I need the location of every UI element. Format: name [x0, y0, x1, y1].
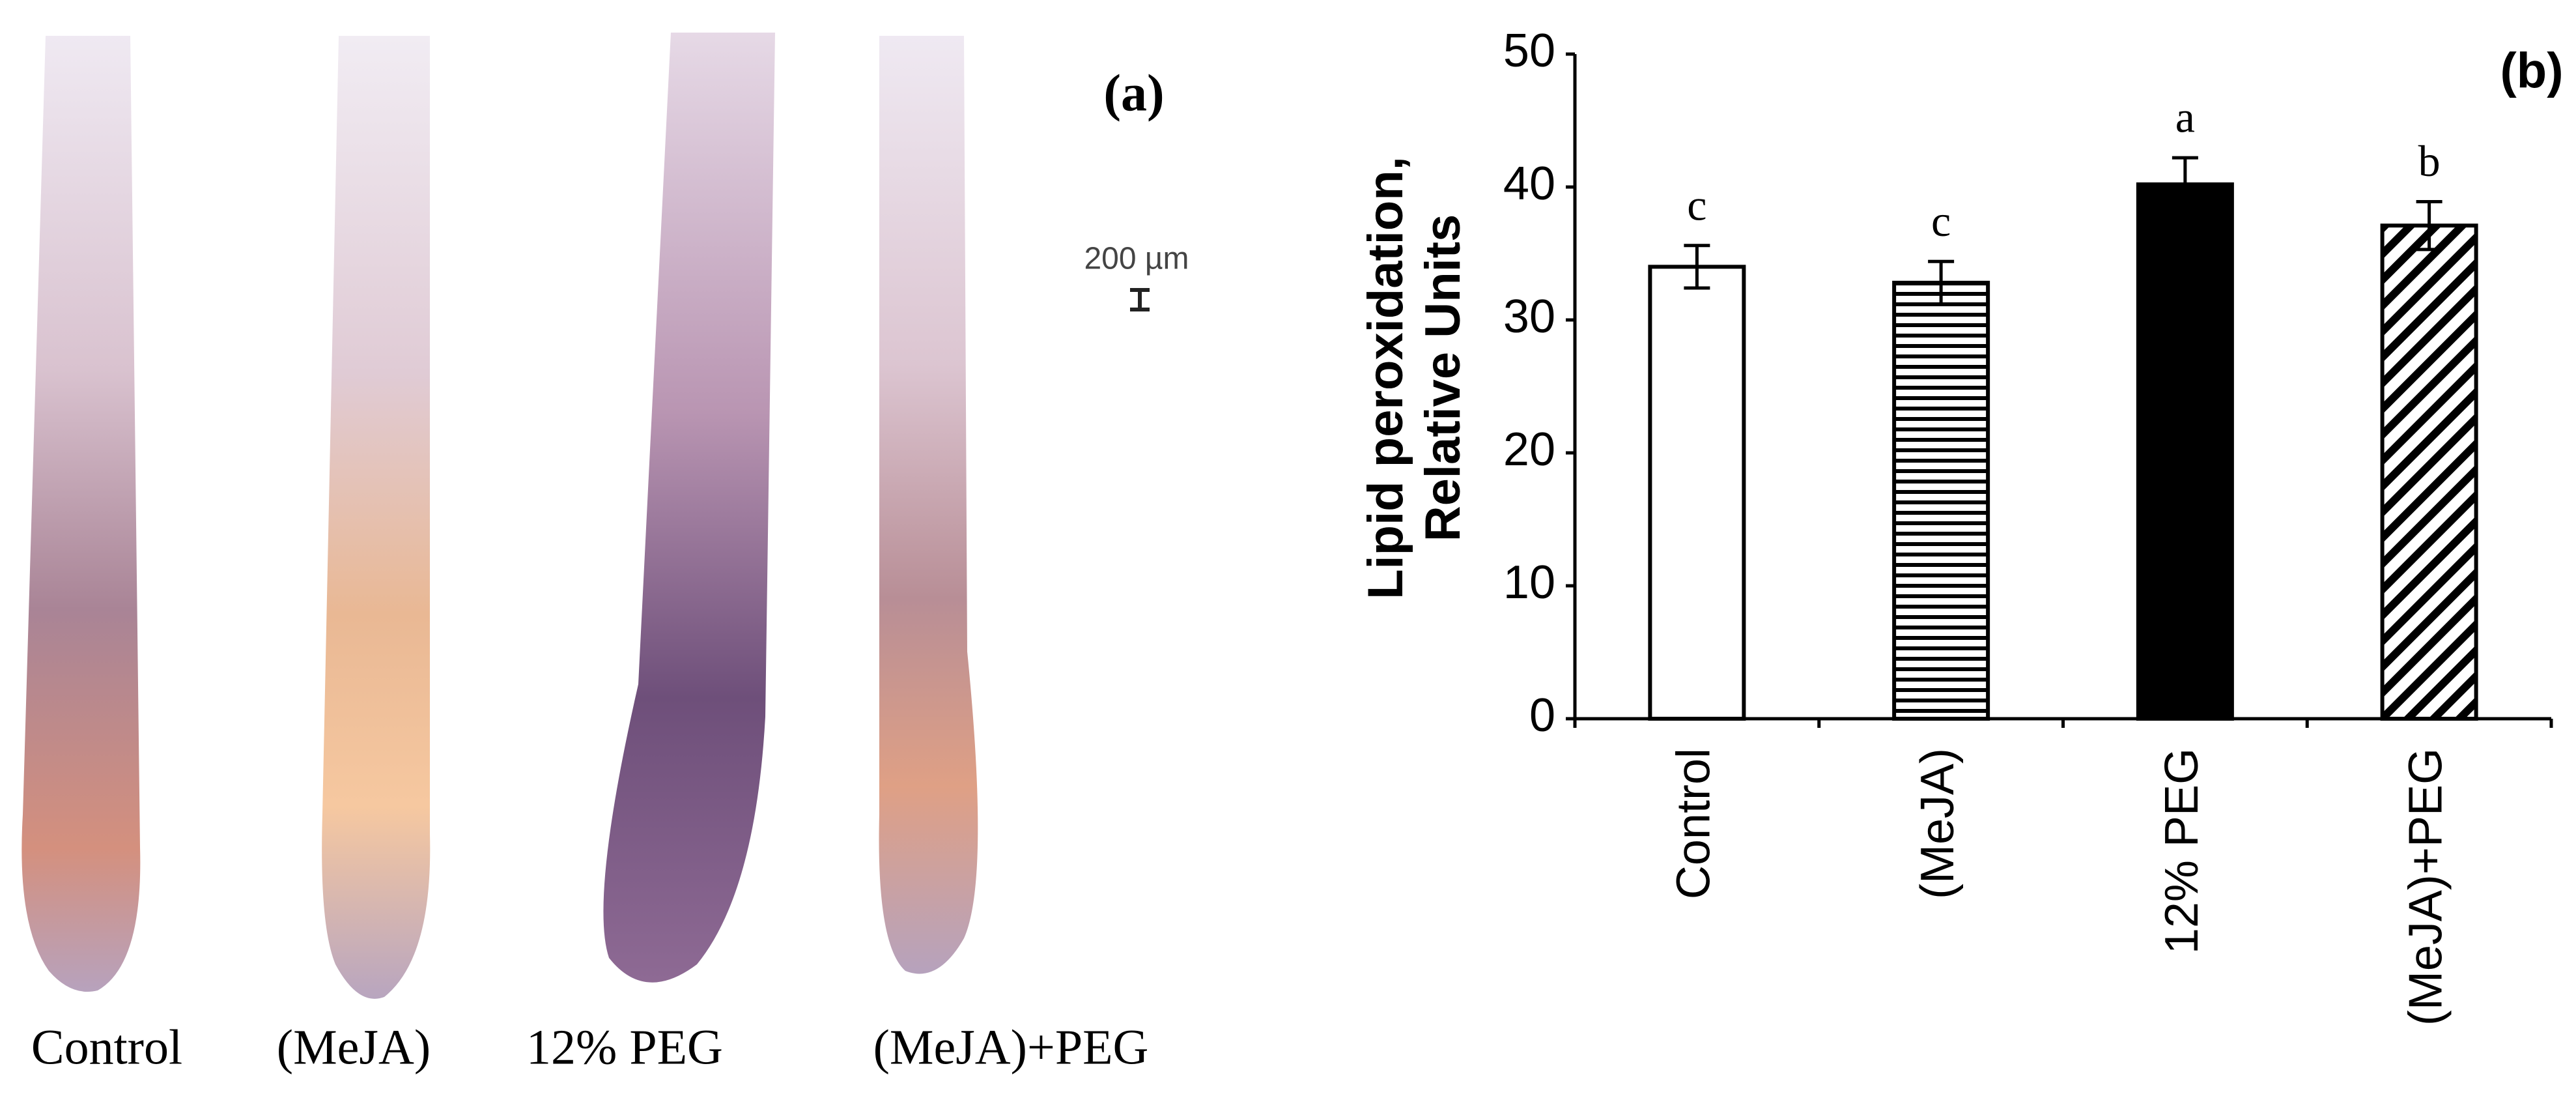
scale-bar-label: 200 µm — [1084, 242, 1189, 276]
root-label: Control — [31, 1020, 182, 1074]
root-images — [21, 33, 978, 999]
y-tick-label: 10 — [1503, 556, 1555, 609]
error-bar — [1928, 259, 1955, 306]
bar — [2136, 182, 2234, 721]
y-tick-label: 50 — [1503, 25, 1555, 77]
significance-letter: c — [1931, 196, 1951, 246]
x-tick-label: Control — [1667, 748, 1720, 899]
y-tick-label: 20 — [1503, 424, 1555, 476]
panel-label: (a) — [1103, 65, 1164, 122]
x-tick-label: 12% PEG — [2156, 748, 2208, 954]
root-image — [322, 36, 431, 999]
root-label: (MeJA) — [277, 1020, 431, 1074]
x-tick-label: (MeJA)+PEG — [2400, 748, 2452, 1026]
root-image — [603, 33, 775, 983]
y-tick-label: 30 — [1503, 291, 1555, 343]
x-tick-label: (MeJA) — [1912, 748, 1964, 899]
y-tick-label: 40 — [1503, 158, 1555, 210]
bar — [2380, 224, 2478, 721]
error-bar — [1684, 244, 1710, 290]
scale-bar — [1130, 288, 1150, 311]
y-axis-label: Relative Units — [1415, 214, 1471, 542]
y-axis-label: Lipid peroxidation, — [1358, 156, 1413, 599]
significance-letter: c — [1687, 180, 1706, 229]
root-image — [21, 36, 141, 992]
root-label: (MeJA)+PEG — [873, 1020, 1149, 1074]
error-bar — [2416, 199, 2442, 252]
error-bar — [2172, 156, 2198, 213]
significance-letter: b — [2418, 136, 2441, 186]
bar — [1648, 265, 1746, 721]
y-tick-label: 0 — [1529, 689, 1555, 742]
root-label: 12% PEG — [526, 1020, 723, 1074]
root-image — [879, 36, 978, 974]
significance-letter: a — [2175, 93, 2195, 142]
panel-label: (b) — [2500, 43, 2563, 98]
bar — [1892, 280, 1990, 721]
